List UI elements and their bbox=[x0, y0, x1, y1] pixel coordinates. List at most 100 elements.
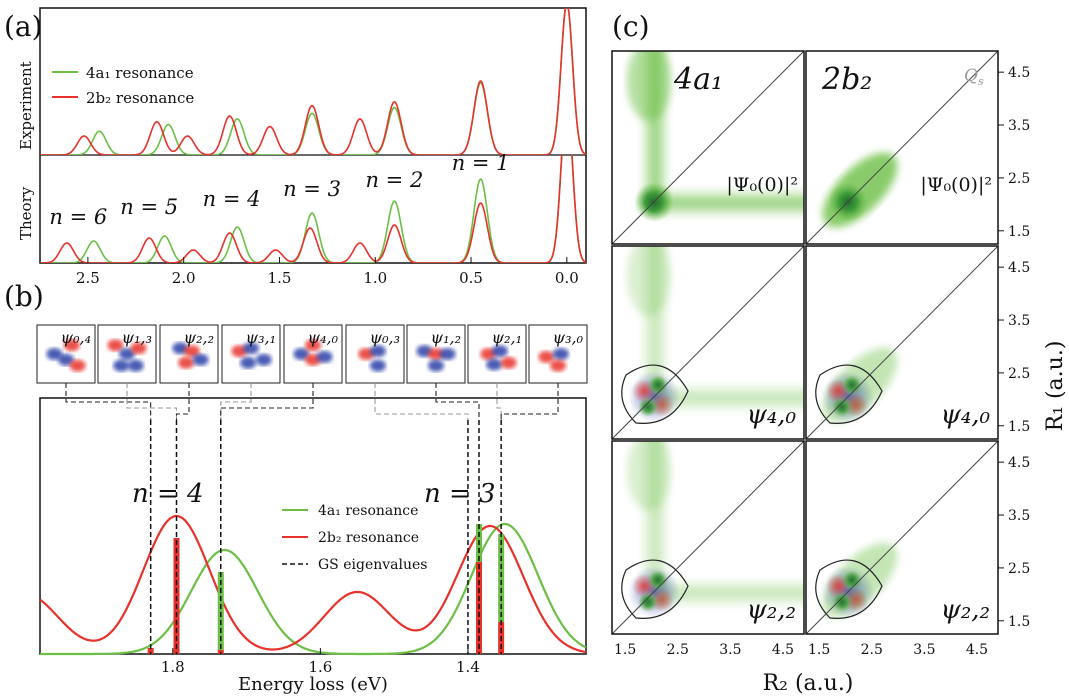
legend-a-green-label: 4a₁ resonance bbox=[86, 64, 194, 82]
nodal-contour bbox=[815, 364, 883, 424]
orbital-thumb-4: ψ₄,₀ bbox=[283, 324, 343, 384]
panel-a-ylabel-experiment: Experiment bbox=[17, 61, 35, 150]
c-ytick-label: 4.5 bbox=[1008, 260, 1030, 276]
c-xtick-label: 4.5 bbox=[772, 642, 794, 658]
panel-c-xlabel: R₂ (a.u.) bbox=[763, 671, 854, 696]
orbital-connector bbox=[220, 383, 314, 420]
orbital-label-4: ψ₄,₀ bbox=[308, 328, 339, 347]
orbital-thumb-2: ψ₂,₂ bbox=[159, 324, 219, 384]
stick-red bbox=[147, 648, 154, 654]
c-ytick-label: 3.5 bbox=[1008, 118, 1030, 134]
panel-a-experiment-curves bbox=[40, 8, 586, 155]
nodal-contour bbox=[621, 559, 689, 619]
density-map-r3-c2: ψ₂,₂ bbox=[805, 440, 999, 635]
orbital-thumbnails: ψ₀,₄ ψ₁,₃ ψ₂,₂ ψ₃,₁ ψ₄,₀ ψ₀,₃ ψ₁,₂ ψ₂,₁ ψ₃,₀ bbox=[36, 324, 588, 384]
density-map-r1-c1: 4a₁ |Ψ₀(0)|² bbox=[611, 50, 805, 245]
c-ytick-label: 4.5 bbox=[1008, 455, 1030, 471]
n-label-3: n = 3 bbox=[283, 177, 341, 201]
orbital-connector bbox=[126, 383, 178, 420]
c-ytick-label: 2.5 bbox=[1008, 561, 1030, 577]
legend-b-dash-label: GS eigenvalues bbox=[318, 557, 427, 573]
map-frame bbox=[805, 245, 999, 440]
c-xtick-label: 3.5 bbox=[913, 642, 935, 658]
panel-b-n3-label: n = 3 bbox=[424, 479, 496, 509]
orbital-connector bbox=[374, 383, 469, 420]
orbital-label-0: ψ₀,₄ bbox=[61, 328, 91, 347]
orbital-thumb-6: ψ₁,₂ bbox=[406, 324, 466, 384]
c-ytick-label: 3.5 bbox=[1008, 313, 1030, 329]
orbital-thumb-0: ψ₀,₄ bbox=[36, 324, 96, 384]
a-tick-label: 1.5 bbox=[268, 269, 292, 287]
map-frame bbox=[805, 50, 999, 245]
experiment-2b2-line bbox=[40, 8, 586, 155]
diagonal-line bbox=[612, 441, 804, 634]
b-tick-label: 1.6 bbox=[308, 658, 332, 676]
b-4a1-line bbox=[40, 522, 587, 656]
diagonal-line bbox=[806, 246, 998, 439]
orbital-label-6: ψ₁,₂ bbox=[431, 328, 461, 347]
panel-c-ticks: 1.5 2.5 3.5 4.5 1.5 2.5 3.5 4.5 1.5 2.5 3.5 4.5 1.5 2… bbox=[614, 65, 1030, 658]
orbital-connector bbox=[496, 383, 502, 420]
row-label-1: ψ₄,₀ bbox=[941, 400, 991, 430]
diagonal-line bbox=[612, 246, 804, 439]
c-ytick-label: 3.5 bbox=[1008, 508, 1030, 524]
orbital-connectors bbox=[65, 383, 559, 420]
density-map-r2-c2: ψ₄,₀ bbox=[805, 245, 999, 440]
stick-green bbox=[217, 572, 224, 650]
a-tick-label: 0.0 bbox=[555, 269, 579, 287]
panel-a-xticks: 2.5 2.0 1.5 1.0 0.5 0.0 bbox=[76, 257, 579, 287]
b-tick-label: 1.8 bbox=[161, 658, 185, 676]
a-tick-label: 2.5 bbox=[76, 269, 100, 287]
panel-b-frame bbox=[39, 397, 587, 655]
n-label-6: n = 6 bbox=[49, 205, 107, 229]
row-label-2: ψ₂,₂ bbox=[747, 595, 797, 625]
n-label-1: n = 1 bbox=[452, 151, 510, 175]
diagonal-line bbox=[806, 441, 998, 634]
panel-b-label: (b) bbox=[4, 280, 44, 313]
density-map-r2-c1: ψ₄,₀ bbox=[611, 245, 805, 440]
panel-b-legend: 4a₁ resonance 2b₂ resonance GS eigenvalu… bbox=[282, 503, 427, 573]
c-xtick-label: 3.5 bbox=[719, 642, 741, 658]
orbital-connector bbox=[175, 383, 190, 420]
c-ytick-label: 1.5 bbox=[1008, 224, 1030, 240]
orbital-label-5: ψ₀,₃ bbox=[370, 328, 400, 347]
panel-a-theory-curves bbox=[40, 155, 586, 263]
map-frame bbox=[805, 440, 999, 635]
a-tick-label: 0.5 bbox=[459, 269, 483, 287]
density-map-r1-c2: 2b₂|Ψ₀(0)|²Qs bbox=[805, 50, 999, 245]
nodal-contour bbox=[815, 559, 883, 619]
orbital-connector bbox=[435, 383, 480, 420]
c-ytick-label: 1.5 bbox=[1008, 419, 1030, 435]
c-ytick-label: 2.5 bbox=[1008, 171, 1030, 187]
orbital-connector bbox=[220, 383, 252, 420]
panel-a-label: (a) bbox=[4, 10, 43, 43]
c-ytick-label: 1.5 bbox=[1008, 614, 1030, 630]
panel-c-label: (c) bbox=[612, 10, 650, 43]
stick-green bbox=[498, 534, 505, 622]
c-ytick-label: 2.5 bbox=[1008, 366, 1030, 382]
panel-b-curves bbox=[39, 514, 587, 656]
c-ytick-label: 4.5 bbox=[1008, 65, 1030, 81]
theory-2b2-line bbox=[40, 155, 586, 263]
n-label-4: n = 4 bbox=[203, 187, 261, 211]
psi0-label: |Ψ₀(0)|² bbox=[726, 174, 798, 196]
psi0-label: |Ψ₀(0)|² bbox=[920, 174, 992, 196]
orbital-label-1: ψ₁,₃ bbox=[122, 328, 152, 347]
density-map-r3-c1: ψ₂,₂ bbox=[611, 440, 805, 635]
row-label-2: ψ₂,₂ bbox=[941, 595, 991, 625]
row-label-1: ψ₄,₀ bbox=[747, 400, 797, 430]
legend-a-red-label: 2b₂ resonance bbox=[86, 89, 194, 107]
a-tick-label: 2.0 bbox=[172, 269, 196, 287]
orbital-thumb-3: ψ₃,₁ bbox=[221, 324, 281, 384]
panel-b-xticks: 1.8 1.6 1.4 bbox=[161, 648, 480, 676]
col-title-2: 2b₂ bbox=[821, 62, 872, 97]
orbital-thumb-8: ψ₃,₀ bbox=[528, 324, 588, 384]
c-xtick-label: 1.5 bbox=[808, 642, 830, 658]
panel-a-n-labels: n = 1 n = 2 n = 3 n = 4 n = 5 n = 6 bbox=[49, 151, 509, 229]
c-xtick-label: 4.5 bbox=[966, 642, 988, 658]
c-xtick-label: 2.5 bbox=[861, 642, 883, 658]
col-title-1: 4a₁ bbox=[673, 62, 723, 97]
orbital-thumb-1: ψ₁,₃ bbox=[97, 324, 157, 384]
orbital-label-8: ψ₃,₀ bbox=[553, 328, 584, 347]
